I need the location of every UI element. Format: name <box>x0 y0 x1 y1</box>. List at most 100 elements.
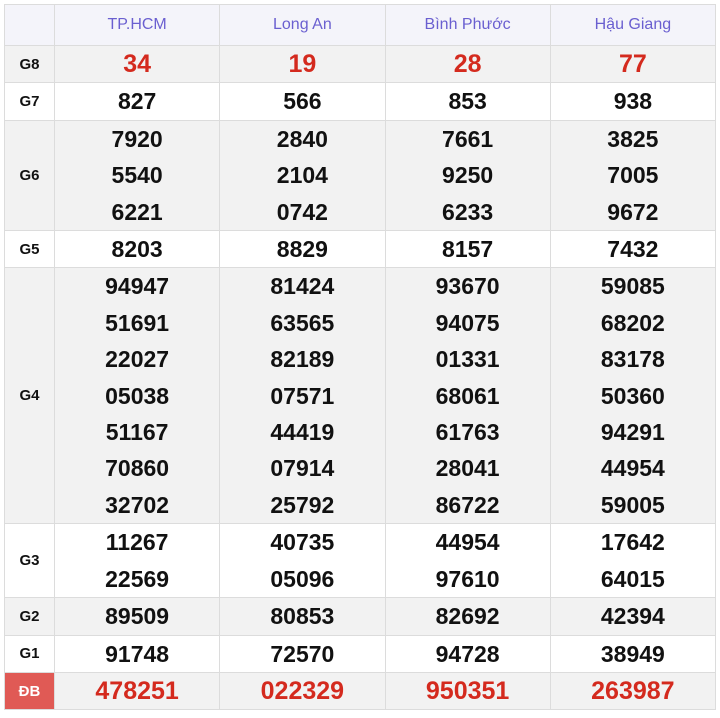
prize-label: G7 <box>4 82 55 121</box>
result-number: 05096 <box>270 565 335 592</box>
result-number: 478251 <box>95 676 179 705</box>
result-number: 34 <box>123 50 152 78</box>
result-cell: 8203 <box>53 230 221 269</box>
result-cell: 7661 9250 6233 <box>384 119 551 232</box>
result-number: 17642 <box>600 529 665 556</box>
prize-row-g8: G8 34 19 28 77 <box>4 44 717 84</box>
result-number: 8157 <box>442 236 494 263</box>
result-cell: 59085 68202 83178 50360 94291 44954 59005 <box>549 267 717 525</box>
result-cell: 77 <box>549 44 717 84</box>
result-number: 68202 <box>600 309 665 336</box>
result-number: 6221 <box>111 198 163 225</box>
prize-label: G2 <box>4 597 55 636</box>
result-number: 97610 <box>435 565 500 592</box>
result-number: 7432 <box>607 236 659 263</box>
prize-label: G4 <box>4 267 55 525</box>
result-cell: 34 <box>53 44 221 84</box>
result-number: 2840 <box>276 125 328 152</box>
result-number: 77 <box>618 50 647 78</box>
province-header[interactable]: Hậu Giang <box>549 4 717 46</box>
province-header[interactable]: Bình Phước <box>384 4 551 46</box>
result-number: 827 <box>117 88 157 115</box>
prize-row-g6: G6 7920 5540 6221 2840 2104 0742 7661 9250 6233 38… <box>4 119 717 232</box>
result-number: 22569 <box>105 565 170 592</box>
province-header[interactable]: TP.HCM <box>53 4 221 46</box>
result-number: 72570 <box>270 640 335 667</box>
result-cell: 2840 2104 0742 <box>219 119 386 232</box>
result-cell: 827 <box>53 82 221 121</box>
result-number: 82692 <box>435 603 500 630</box>
result-number: 59005 <box>600 491 665 518</box>
result-number: 950351 <box>425 676 510 705</box>
result-number: 263987 <box>591 676 675 705</box>
result-cell: 566 <box>219 82 386 121</box>
prize-label: G1 <box>4 634 55 673</box>
result-number: 94075 <box>435 309 500 336</box>
result-cell: 80853 <box>219 597 386 636</box>
result-number: 63565 <box>270 309 335 336</box>
result-number: 8829 <box>276 236 328 263</box>
result-cell: 7432 <box>549 230 717 269</box>
prize-row-g5: G5 8203 8829 8157 7432 <box>4 230 717 269</box>
prize-row-g4: G4 94947 51691 22027 05038 51167 70860 32702 814… <box>4 267 717 525</box>
result-number: 40735 <box>270 529 335 556</box>
prize-label: ĐB <box>4 671 55 711</box>
result-number: 94947 <box>105 273 170 300</box>
result-cell: 17642 64015 <box>549 523 717 599</box>
result-number: 86722 <box>435 491 500 518</box>
result-number: 28 <box>453 50 482 78</box>
result-number: 32702 <box>105 491 170 518</box>
result-number: 70860 <box>105 455 170 482</box>
result-number: 50360 <box>600 382 665 409</box>
result-cell: 11267 22569 <box>53 523 221 599</box>
result-number: 38949 <box>600 640 665 667</box>
result-number: 8203 <box>111 236 163 263</box>
province-header[interactable]: Long An <box>219 4 386 46</box>
result-number: 11267 <box>105 529 169 556</box>
result-cell: 950351 <box>384 671 551 711</box>
prize-row-đb: ĐB 478251 022329 950351 263987 <box>4 671 717 711</box>
result-number: 64015 <box>600 565 665 592</box>
result-number: 9250 <box>442 162 494 189</box>
lottery-results-table: TP.HCM Long An Bình Phước Hậu Giang G8 34… <box>4 4 717 711</box>
result-number: 938 <box>613 88 653 115</box>
result-number: 05038 <box>105 382 170 409</box>
result-cell: 89509 <box>53 597 221 636</box>
prize-label: G5 <box>4 230 55 269</box>
result-number: 51167 <box>105 419 169 446</box>
prize-row-g2: G2 89509 80853 82692 42394 <box>4 597 717 636</box>
result-number: 853 <box>448 88 487 115</box>
result-number: 68061 <box>435 382 500 409</box>
result-number: 7005 <box>607 162 659 189</box>
result-number: 7661 <box>442 125 494 152</box>
result-cell: 93670 94075 01331 68061 61763 28041 86722 <box>384 267 551 525</box>
result-number: 01331 <box>435 346 500 373</box>
result-number: 9672 <box>607 198 659 225</box>
result-cell: 478251 <box>53 671 221 711</box>
result-number: 94728 <box>435 640 500 667</box>
corner-cell <box>4 4 55 46</box>
header-row: TP.HCM Long An Bình Phước Hậu Giang <box>4 4 717 46</box>
result-number: 93670 <box>435 273 500 300</box>
result-cell: 19 <box>219 44 386 84</box>
result-number: 07571 <box>270 382 335 409</box>
result-number: 94291 <box>600 419 665 446</box>
result-cell: 7920 5540 6221 <box>53 119 221 232</box>
result-number: 42394 <box>600 603 665 630</box>
result-cell: 94947 51691 22027 05038 51167 70860 32702 <box>53 267 221 525</box>
result-cell: 94728 <box>384 634 551 673</box>
result-number: 22027 <box>105 346 170 373</box>
result-cell: 853 <box>384 82 551 121</box>
result-cell: 022329 <box>219 671 386 711</box>
prize-label: G6 <box>4 119 55 232</box>
result-number: 2104 <box>276 162 328 189</box>
result-number: 7920 <box>111 125 163 152</box>
result-number: 5540 <box>111 162 163 189</box>
result-number: 28041 <box>435 455 500 482</box>
result-number: 82189 <box>270 346 335 373</box>
result-cell: 91748 <box>53 634 221 673</box>
result-number: 6233 <box>442 198 494 225</box>
result-number: 51691 <box>105 309 170 336</box>
result-cell: 8829 <box>219 230 386 269</box>
result-number: 25792 <box>270 491 335 518</box>
